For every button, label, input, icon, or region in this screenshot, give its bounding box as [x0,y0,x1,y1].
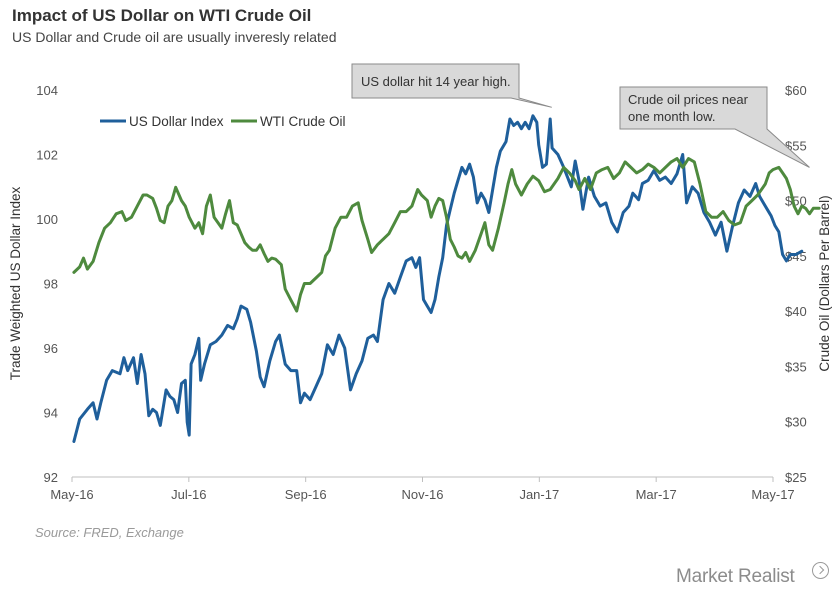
annotation-crude-low: Crude oil prices near one month low. [619,86,810,168]
x-tick-label: May-17 [751,487,794,502]
left-y-tick-label: 96 [44,341,58,356]
right-y-tick-label: $60 [785,83,807,98]
x-tick-label: Jan-17 [519,487,559,502]
annotation-dollar-high: US dollar hit 14 year high. [351,63,552,108]
annotation-text-line: Crude oil prices near [628,92,749,107]
legend-label: WTI Crude Oil [260,114,346,129]
left-y-tick-label: 98 [44,277,58,292]
right-y-tick-label: $40 [785,304,807,319]
callout-box [619,86,810,168]
x-tick-label: May-16 [50,487,93,502]
left-y-tick-label: 94 [44,406,58,421]
series-lines [72,114,821,443]
source-note: Source: FRED, Exchange [35,525,184,540]
left-y-tick-label: 100 [36,212,58,227]
chart-subtitle: US Dollar and Crude oil are usually inve… [12,29,337,45]
left-y-axis-ticks: 92 94 96 98 100 102 104 [36,83,58,485]
x-axis-ticks: May-16 Jul-16 Sep-16 Nov-16 Jan-17 Mar-17 May-… [50,477,795,502]
axes: May-16 Jul-16 Sep-16 Nov-16 Jan-17 Mar-17 May-… [8,83,832,502]
left-y-axis-title: Trade Weighted US Dollar Index [8,186,23,380]
x-tick-label: Sep-16 [285,487,327,502]
series-line-wti-crude-oil [72,157,821,313]
legend-item-us-dollar-index: US Dollar Index [100,114,224,129]
right-y-tick-label: $25 [785,470,807,485]
right-y-tick-label: $35 [785,359,807,374]
series-line-us-dollar-index [72,114,804,443]
x-tick-label: Nov-16 [402,487,444,502]
legend-label: US Dollar Index [129,114,224,129]
left-y-tick-label: 102 [36,148,58,163]
legend-item-wti-crude-oil: WTI Crude Oil [231,114,346,129]
right-y-axis-ticks: $25$30$35$40$45$50$55$60 [785,83,807,485]
annotation-text: Crude oil prices near one month low. [628,92,752,124]
left-y-tick-label: 104 [36,83,58,98]
left-y-tick-label: 92 [44,470,58,485]
right-y-tick-label: $30 [785,415,807,430]
brand-logo-text: Market Realist [676,566,795,587]
legend: US Dollar Index WTI Crude Oil [100,114,346,129]
callout-box [351,63,552,108]
chart-title: Impact of US Dollar on WTI Crude Oil [12,6,312,25]
brand-logo-icon [812,562,829,579]
right-y-axis-title: Crude Oil (Dollars Per Barrel) [817,195,832,371]
annotation-text: US dollar hit 14 year high. [361,74,511,89]
x-tick-label: Jul-16 [171,487,206,502]
annotation-text-line: one month low. [628,109,715,124]
x-tick-label: Mar-17 [636,487,677,502]
